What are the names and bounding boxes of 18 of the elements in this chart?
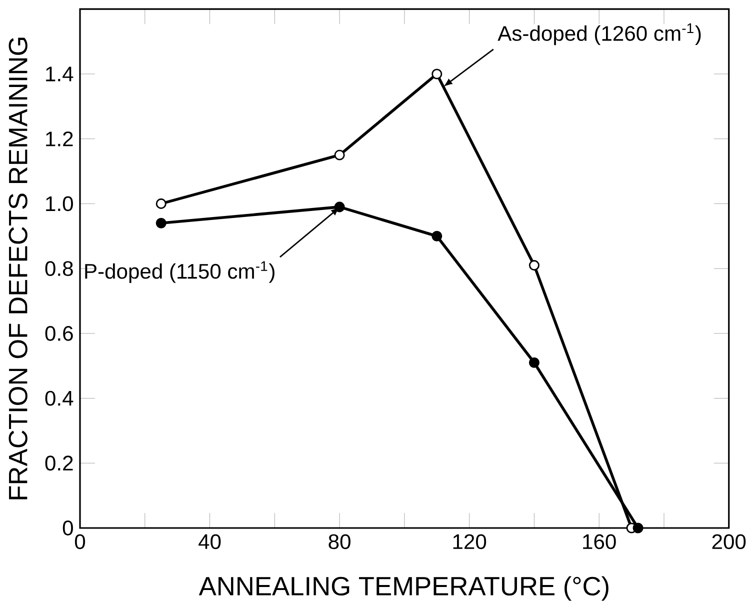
y-tick-label: 0 <box>62 520 73 536</box>
x-tick-label: 120 <box>453 534 486 550</box>
y-axis-title: FRACTION OF DEFECTS REMAINING <box>8 38 28 500</box>
x-tick-label: 40 <box>198 534 221 550</box>
x-axis-title: ANNEALING TEMPERATURE (°C) <box>198 576 608 601</box>
x-tick-label: 80 <box>328 534 350 550</box>
y-tick-label: 0.6 <box>45 326 73 341</box>
y-tick-label: 0.8 <box>45 261 73 276</box>
y-tick-label: 1.4 <box>46 66 74 82</box>
y-tick-label: 0.4 <box>45 390 74 406</box>
x-tick-label: 0 <box>74 534 86 550</box>
text: P-doped (1150 cm$^{-1}$) <box>85 261 274 283</box>
text: As-doped (1260 cm$^{-1}$) <box>498 23 701 46</box>
y-tick-label: 0.2 <box>45 456 73 471</box>
y-tick-label: 1.2 <box>46 131 73 146</box>
x-tick-label: 200 <box>712 534 746 550</box>
y-tick-label: 1.0 <box>46 196 73 212</box>
x-tick-label: 160 <box>583 534 616 550</box>
